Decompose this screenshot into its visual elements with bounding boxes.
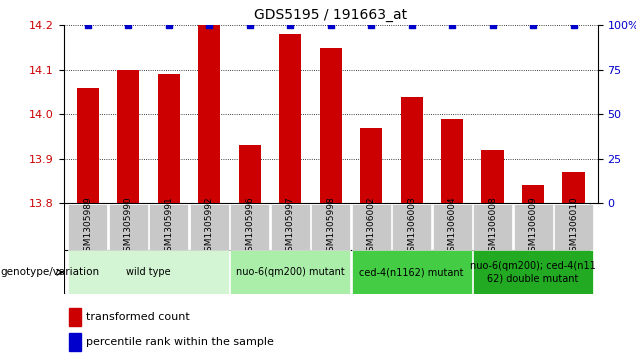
Bar <box>198 25 221 203</box>
Text: nuo-6(qm200); ced-4(n11
62) double mutant: nuo-6(qm200); ced-4(n11 62) double mutan… <box>470 261 596 283</box>
Bar <box>432 204 471 249</box>
Text: GSM1305991: GSM1305991 <box>164 196 174 257</box>
Bar <box>117 70 139 203</box>
Bar <box>319 48 342 203</box>
Text: genotype/variation: genotype/variation <box>1 267 100 277</box>
Bar <box>230 204 269 249</box>
Point <box>528 23 538 28</box>
Bar <box>360 128 382 203</box>
Text: GSM1306003: GSM1306003 <box>407 196 416 257</box>
Bar <box>149 204 188 249</box>
Bar <box>514 204 553 249</box>
Bar <box>311 204 350 249</box>
Bar <box>69 204 107 249</box>
Bar <box>109 204 148 249</box>
Bar <box>158 74 180 203</box>
Point <box>569 23 579 28</box>
Point <box>285 23 295 28</box>
Point <box>83 23 93 28</box>
Bar <box>473 204 512 249</box>
Bar <box>352 204 391 249</box>
Text: GSM1305992: GSM1305992 <box>205 196 214 257</box>
Text: GSM1306010: GSM1306010 <box>569 196 578 257</box>
Bar <box>69 333 81 351</box>
Text: nuo-6(qm200) mutant: nuo-6(qm200) mutant <box>236 267 345 277</box>
Bar <box>271 204 310 249</box>
Point <box>163 23 174 28</box>
Text: transformed count: transformed count <box>86 312 190 322</box>
Bar <box>481 150 504 203</box>
Bar <box>473 250 593 294</box>
Text: GSM1306002: GSM1306002 <box>367 196 376 257</box>
Bar <box>392 204 431 249</box>
Title: GDS5195 / 191663_at: GDS5195 / 191663_at <box>254 8 407 22</box>
Bar <box>522 185 544 203</box>
Text: GSM1305990: GSM1305990 <box>124 196 133 257</box>
Text: GSM1305997: GSM1305997 <box>286 196 294 257</box>
Bar <box>554 204 593 249</box>
Bar <box>279 34 301 203</box>
Point <box>204 23 214 28</box>
Bar <box>238 146 261 203</box>
Bar <box>77 88 99 203</box>
Point <box>447 23 457 28</box>
Text: ced-4(n1162) mutant: ced-4(n1162) mutant <box>359 267 464 277</box>
Text: GSM1305996: GSM1305996 <box>245 196 254 257</box>
Bar <box>69 308 81 326</box>
Text: GSM1306008: GSM1306008 <box>488 196 497 257</box>
Point <box>406 23 417 28</box>
Point <box>123 23 134 28</box>
Text: GSM1305989: GSM1305989 <box>83 196 92 257</box>
Point <box>366 23 377 28</box>
Text: GSM1306009: GSM1306009 <box>529 196 537 257</box>
Point <box>245 23 255 28</box>
Text: percentile rank within the sample: percentile rank within the sample <box>86 337 274 347</box>
Text: GSM1305998: GSM1305998 <box>326 196 335 257</box>
Bar <box>401 97 423 203</box>
Point <box>326 23 336 28</box>
Point <box>488 23 498 28</box>
Bar <box>562 172 584 203</box>
Text: GSM1306004: GSM1306004 <box>448 196 457 257</box>
Bar <box>441 119 463 203</box>
Text: wild type: wild type <box>127 267 171 277</box>
Bar <box>230 250 350 294</box>
Bar <box>69 250 229 294</box>
Bar <box>352 250 471 294</box>
Bar <box>190 204 229 249</box>
